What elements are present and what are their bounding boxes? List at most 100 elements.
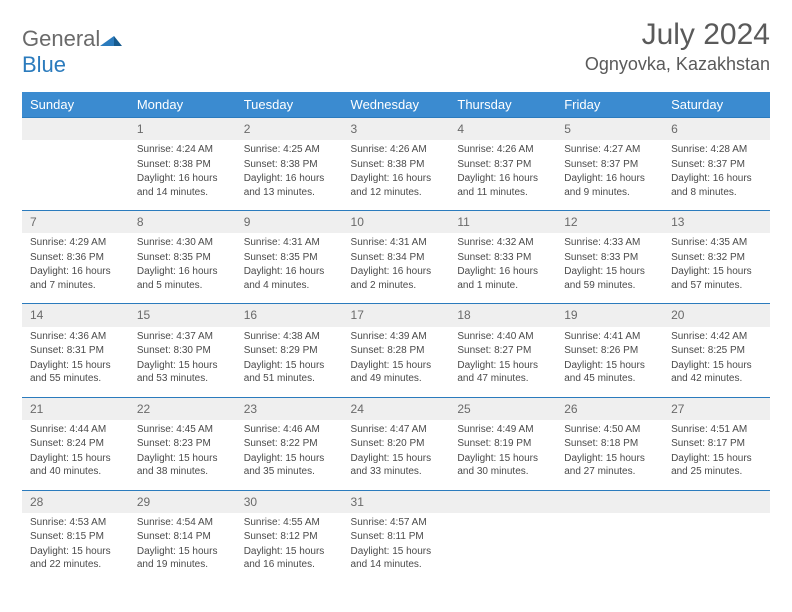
weekday-header: Monday	[129, 92, 236, 118]
daynum-row: 123456	[22, 118, 770, 141]
sunset-text: Sunset: 8:27 PM	[457, 344, 548, 358]
location-label: Ognyovka, Kazakhstan	[585, 54, 770, 75]
sunset-text: Sunset: 8:28 PM	[351, 344, 442, 358]
daylight-text: Daylight: 16 hours and 4 minutes.	[244, 265, 335, 292]
sunset-text: Sunset: 8:18 PM	[564, 437, 655, 451]
weekday-header: Saturday	[663, 92, 770, 118]
daylight-text: Daylight: 16 hours and 14 minutes.	[137, 172, 228, 199]
sunrise-text: Sunrise: 4:28 AM	[671, 143, 762, 157]
day-cell	[556, 513, 663, 583]
day-cell: Sunrise: 4:50 AMSunset: 8:18 PMDaylight:…	[556, 420, 663, 491]
sunset-text: Sunset: 8:14 PM	[137, 530, 228, 544]
brand-mark-icon	[100, 26, 122, 52]
daylight-text: Daylight: 15 hours and 53 minutes.	[137, 359, 228, 386]
day-number-cell: 4	[449, 118, 556, 141]
sunset-text: Sunset: 8:22 PM	[244, 437, 335, 451]
daylight-text: Daylight: 15 hours and 30 minutes.	[457, 452, 548, 479]
brand-name-1: General	[22, 26, 100, 51]
daylight-text: Daylight: 15 hours and 45 minutes.	[564, 359, 655, 386]
sunrise-text: Sunrise: 4:33 AM	[564, 236, 655, 250]
sunrise-text: Sunrise: 4:53 AM	[30, 516, 121, 530]
sunrise-text: Sunrise: 4:27 AM	[564, 143, 655, 157]
daylight-text: Daylight: 16 hours and 7 minutes.	[30, 265, 121, 292]
sunrise-text: Sunrise: 4:54 AM	[137, 516, 228, 530]
daylight-text: Daylight: 15 hours and 27 minutes.	[564, 452, 655, 479]
sunset-text: Sunset: 8:23 PM	[137, 437, 228, 451]
day-cell: Sunrise: 4:31 AMSunset: 8:35 PMDaylight:…	[236, 233, 343, 304]
sunrise-text: Sunrise: 4:24 AM	[137, 143, 228, 157]
day-cell: Sunrise: 4:27 AMSunset: 8:37 PMDaylight:…	[556, 140, 663, 211]
sunset-text: Sunset: 8:26 PM	[564, 344, 655, 358]
daylight-text: Daylight: 15 hours and 35 minutes.	[244, 452, 335, 479]
day-number-cell: 8	[129, 211, 236, 234]
sunrise-text: Sunrise: 4:35 AM	[671, 236, 762, 250]
day-cell: Sunrise: 4:26 AMSunset: 8:37 PMDaylight:…	[449, 140, 556, 211]
sunset-text: Sunset: 8:37 PM	[457, 158, 548, 172]
weekday-header: Wednesday	[343, 92, 450, 118]
daylight-text: Daylight: 15 hours and 19 minutes.	[137, 545, 228, 572]
daylight-text: Daylight: 15 hours and 25 minutes.	[671, 452, 762, 479]
day-cell	[449, 513, 556, 583]
day-number-cell: 10	[343, 211, 450, 234]
sunrise-text: Sunrise: 4:49 AM	[457, 423, 548, 437]
sunrise-text: Sunrise: 4:57 AM	[351, 516, 442, 530]
sunrise-text: Sunrise: 4:39 AM	[351, 330, 442, 344]
sunset-text: Sunset: 8:24 PM	[30, 437, 121, 451]
sunrise-text: Sunrise: 4:31 AM	[244, 236, 335, 250]
day-cell: Sunrise: 4:32 AMSunset: 8:33 PMDaylight:…	[449, 233, 556, 304]
sunset-text: Sunset: 8:37 PM	[564, 158, 655, 172]
day-cell: Sunrise: 4:30 AMSunset: 8:35 PMDaylight:…	[129, 233, 236, 304]
day-number-cell: 17	[343, 304, 450, 327]
daylight-text: Daylight: 15 hours and 57 minutes.	[671, 265, 762, 292]
day-content-row: Sunrise: 4:29 AMSunset: 8:36 PMDaylight:…	[22, 233, 770, 304]
day-content-row: Sunrise: 4:24 AMSunset: 8:38 PMDaylight:…	[22, 140, 770, 211]
day-number-cell: 26	[556, 397, 663, 420]
day-content-row: Sunrise: 4:53 AMSunset: 8:15 PMDaylight:…	[22, 513, 770, 583]
sunset-text: Sunset: 8:38 PM	[137, 158, 228, 172]
sunrise-text: Sunrise: 4:32 AM	[457, 236, 548, 250]
sunrise-text: Sunrise: 4:38 AM	[244, 330, 335, 344]
weekday-header: Friday	[556, 92, 663, 118]
day-cell: Sunrise: 4:44 AMSunset: 8:24 PMDaylight:…	[22, 420, 129, 491]
daylight-text: Daylight: 16 hours and 9 minutes.	[564, 172, 655, 199]
day-cell: Sunrise: 4:31 AMSunset: 8:34 PMDaylight:…	[343, 233, 450, 304]
day-cell: Sunrise: 4:35 AMSunset: 8:32 PMDaylight:…	[663, 233, 770, 304]
daylight-text: Daylight: 15 hours and 38 minutes.	[137, 452, 228, 479]
daylight-text: Daylight: 16 hours and 1 minute.	[457, 265, 548, 292]
daynum-row: 28293031	[22, 490, 770, 513]
daylight-text: Daylight: 16 hours and 2 minutes.	[351, 265, 442, 292]
day-number-cell: 3	[343, 118, 450, 141]
day-cell: Sunrise: 4:46 AMSunset: 8:22 PMDaylight:…	[236, 420, 343, 491]
day-number-cell: 24	[343, 397, 450, 420]
day-number-cell: 16	[236, 304, 343, 327]
weekday-header: Thursday	[449, 92, 556, 118]
sunset-text: Sunset: 8:29 PM	[244, 344, 335, 358]
day-cell: Sunrise: 4:55 AMSunset: 8:12 PMDaylight:…	[236, 513, 343, 583]
brand-logo: GeneralBlue	[22, 26, 122, 78]
sunset-text: Sunset: 8:35 PM	[244, 251, 335, 265]
day-cell: Sunrise: 4:28 AMSunset: 8:37 PMDaylight:…	[663, 140, 770, 211]
day-number-cell: 14	[22, 304, 129, 327]
daylight-text: Daylight: 16 hours and 13 minutes.	[244, 172, 335, 199]
daylight-text: Daylight: 15 hours and 22 minutes.	[30, 545, 121, 572]
day-number-cell: 21	[22, 397, 129, 420]
daylight-text: Daylight: 15 hours and 42 minutes.	[671, 359, 762, 386]
sunset-text: Sunset: 8:37 PM	[671, 158, 762, 172]
sunset-text: Sunset: 8:11 PM	[351, 530, 442, 544]
day-content-row: Sunrise: 4:36 AMSunset: 8:31 PMDaylight:…	[22, 327, 770, 398]
day-number-cell: 12	[556, 211, 663, 234]
sunrise-text: Sunrise: 4:36 AM	[30, 330, 121, 344]
day-cell: Sunrise: 4:24 AMSunset: 8:38 PMDaylight:…	[129, 140, 236, 211]
daynum-row: 78910111213	[22, 211, 770, 234]
day-number-cell: 25	[449, 397, 556, 420]
sunrise-text: Sunrise: 4:30 AM	[137, 236, 228, 250]
brand-name: GeneralBlue	[22, 26, 122, 78]
daylight-text: Daylight: 15 hours and 16 minutes.	[244, 545, 335, 572]
day-number-cell: 1	[129, 118, 236, 141]
daylight-text: Daylight: 15 hours and 47 minutes.	[457, 359, 548, 386]
daylight-text: Daylight: 15 hours and 49 minutes.	[351, 359, 442, 386]
day-number-cell: 11	[449, 211, 556, 234]
day-number-cell: 27	[663, 397, 770, 420]
daylight-text: Daylight: 15 hours and 40 minutes.	[30, 452, 121, 479]
day-cell: Sunrise: 4:26 AMSunset: 8:38 PMDaylight:…	[343, 140, 450, 211]
